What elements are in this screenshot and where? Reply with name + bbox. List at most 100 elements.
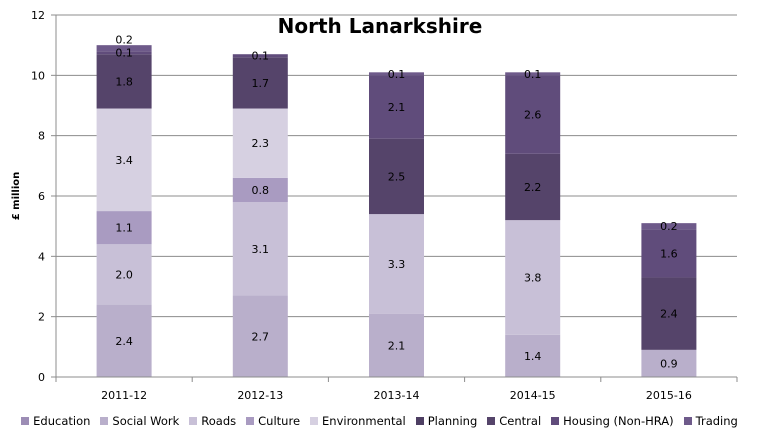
y-tick-label: 4 — [38, 250, 45, 263]
bar-segment-central — [641, 277, 697, 350]
data-label: 0.1 — [252, 50, 270, 63]
bar-segment-housing-non-hra- — [369, 75, 424, 139]
bar-segment-central — [369, 138, 424, 215]
data-label: 3.3 — [388, 258, 406, 271]
data-label: 0.1 — [388, 68, 406, 81]
bar-segment-housing-non-hra- — [505, 75, 561, 154]
legend-swatch — [551, 417, 560, 425]
legend-label: Education — [33, 414, 91, 428]
chart-title: North Lanarkshire — [278, 14, 483, 38]
data-label: 0.1 — [524, 68, 542, 81]
bar-segment-social-work — [96, 304, 152, 377]
data-label: 1.7 — [252, 77, 270, 90]
data-label: 1.8 — [115, 75, 133, 88]
data-label: 2.1 — [388, 339, 406, 352]
x-tick-label: 2013-14 — [374, 389, 420, 402]
legend-item-roads: Roads — [189, 414, 236, 428]
x-tick-label: 2012-13 — [237, 389, 283, 402]
x-tick-label: 2014-15 — [510, 389, 556, 402]
legend-item-social-work: Social Work — [100, 414, 179, 428]
data-label: 2.4 — [115, 335, 133, 348]
bar-segment-housing-non-hra- — [641, 229, 697, 278]
bar-stack-2013-14: 2.1 3.3 2.5 2.1 0.1 — [369, 68, 424, 377]
data-label: 0.9 — [660, 357, 678, 370]
y-tick-label: 10 — [31, 69, 45, 82]
legend-label: Environmental — [322, 414, 406, 428]
y-tick-label: 8 — [38, 130, 45, 143]
bar-stack-2012-13: 2.7 3.1 0.8 2.3 1.7 0.1 — [232, 50, 288, 377]
bars: 2.42.01.13.41.80.10.22.73.10.82.31.70.12… — [96, 34, 697, 377]
x-tick-label: 2015-16 — [646, 389, 692, 402]
data-label: 2.5 — [388, 170, 406, 183]
bar-segment-roads — [505, 220, 561, 335]
y-axis-label: £ million — [11, 172, 22, 221]
bar-segment-culture — [96, 211, 152, 245]
bar-segment-central — [505, 153, 561, 221]
legend-swatch — [415, 417, 424, 425]
data-label: 1.4 — [524, 350, 542, 363]
bar-segment-social-work — [232, 295, 288, 377]
bar-segment-social-work — [641, 349, 697, 377]
data-label: 3.8 — [524, 271, 542, 284]
legend-label: Roads — [201, 414, 237, 428]
legend-label: Housing (Non-HRA) — [563, 414, 674, 428]
data-label: 2.4 — [660, 308, 678, 321]
data-label: 2.6 — [524, 109, 542, 122]
bar-segment-social-work — [505, 334, 561, 377]
bar-segment-environmental — [96, 108, 152, 212]
bar-segment-central — [96, 54, 152, 109]
bar-segment-culture — [232, 177, 288, 203]
legend-item-trading: Trading — [683, 414, 738, 428]
legend-label: Planning — [427, 414, 478, 428]
y-axis-ticks: 0 2 4 6 8 10 12 — [31, 9, 57, 384]
data-label: 2.3 — [252, 137, 270, 150]
legend-item-planning: Planning — [415, 414, 478, 428]
data-label: 1.1 — [115, 222, 133, 235]
bar-segment-environmental — [232, 108, 288, 178]
data-label: 2.0 — [115, 268, 133, 281]
data-label: 0.2 — [660, 220, 678, 233]
data-label: 3.4 — [115, 154, 133, 167]
legend-item-central: Central — [487, 414, 541, 428]
y-tick-label: 6 — [38, 190, 45, 203]
x-axis: 2011-12 2012-13 2013-14 2014-15 2015-16 — [55, 376, 738, 402]
bar-segment-housing-non-hra- — [96, 51, 152, 55]
legend-label: Central — [499, 414, 542, 428]
y-tick-label: 12 — [31, 9, 45, 22]
data-label: 1.6 — [660, 247, 678, 260]
legend-label: Trading — [695, 414, 738, 428]
data-label: 0.1 — [115, 47, 133, 60]
legend-swatch — [487, 417, 496, 425]
bar-stack-2014-15: 1.4 3.8 2.2 2.6 0.1 — [505, 68, 561, 377]
bar-segment-central — [232, 57, 288, 109]
y-tick-label: 0 — [38, 371, 45, 384]
bar-segment-trading — [96, 45, 152, 52]
bar-segment-trading — [641, 223, 697, 230]
bar-segment-social-work — [369, 313, 424, 377]
legend-item-housing-non-hra-: Housing (Non-HRA) — [551, 414, 674, 428]
legend-swatch — [246, 417, 255, 425]
legend-item-education: Education — [21, 414, 90, 428]
data-label: 0.8 — [252, 184, 270, 197]
data-label: 2.1 — [388, 101, 406, 114]
legend-label: Social Work — [112, 414, 180, 428]
bar-stack-2011-12: 2.4 2.0 1.1 3.4 1.8 0.10.2 — [96, 34, 152, 377]
data-label: 0.2 — [115, 34, 133, 47]
x-tick-label: 2011-12 — [101, 389, 147, 402]
bar-segment-roads — [96, 244, 152, 305]
legend-label: Culture — [258, 414, 301, 428]
bar-segment-trading — [505, 72, 561, 76]
bar-stack-2015-16: 0.9 2.4 1.6 0.2 — [641, 220, 697, 377]
bar-segment-housing-non-hra- — [232, 54, 288, 58]
data-label: 3.1 — [252, 243, 270, 256]
legend-item-culture: Culture — [246, 414, 300, 428]
bar-segment-roads — [369, 214, 424, 314]
data-label: 2.7 — [252, 330, 270, 343]
legend: Education Social Work Roads Culture Environm… — [0, 414, 759, 428]
bar-segment-trading — [369, 72, 424, 76]
legend-swatch — [100, 417, 109, 425]
legend-item-environmental: Environmental — [310, 414, 406, 428]
legend-swatch — [21, 417, 30, 425]
legend-swatch — [683, 417, 692, 425]
